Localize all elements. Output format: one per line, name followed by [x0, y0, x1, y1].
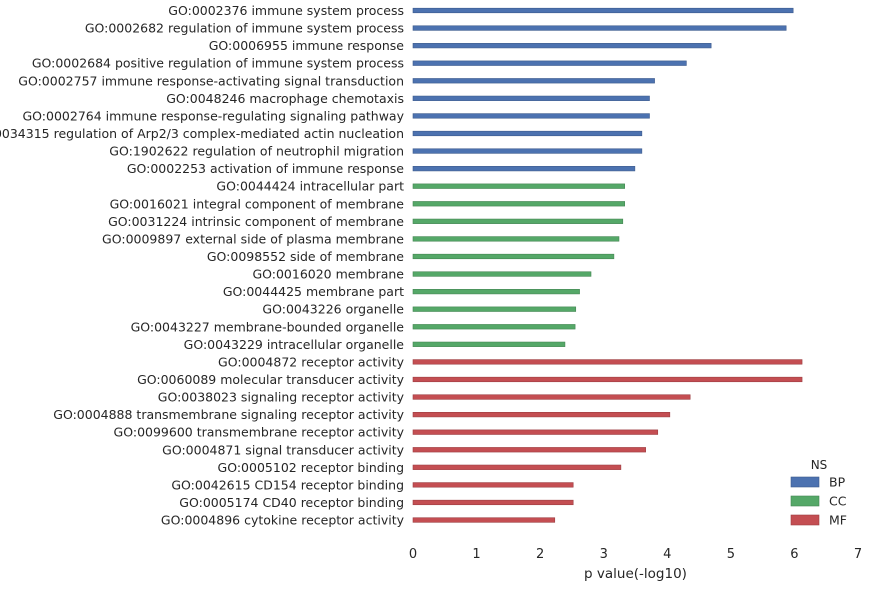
category-label: GO:0002253 activation of immune response [127, 161, 404, 176]
bar-mf [412, 482, 574, 488]
bar-bp [412, 43, 712, 49]
bar-bp [412, 95, 650, 101]
category-label: GO:0060089 molecular transducer activity [137, 372, 405, 387]
bar-mf [412, 499, 574, 506]
x-tick-label: 7 [854, 547, 862, 562]
category-label: GO:0002764 immune response-regulating si… [22, 108, 404, 123]
bar-cc [412, 218, 624, 224]
bar-bp [412, 7, 794, 14]
legend-title: NS [811, 458, 828, 472]
category-label: GO:0043226 organelle [262, 302, 404, 317]
bar-cc [412, 271, 592, 277]
category-label: GO:0042615 CD154 receptor binding [171, 477, 404, 492]
category-label: GO:0004871 signal transducer activity [162, 442, 404, 457]
category-label: GO:0038023 signaling receptor activity [158, 390, 405, 405]
category-label: GO:0048246 macrophage chemotaxis [166, 91, 404, 106]
bar-mf [412, 429, 659, 435]
bars-layer [412, 7, 803, 523]
category-label: GO:0005102 receptor binding [218, 460, 404, 475]
category-label: GO:1902622 regulation of neutrophil migr… [109, 144, 404, 159]
category-label: GO:0044425 membrane part [223, 284, 404, 299]
bar-bp [412, 25, 787, 31]
x-tick-label: 6 [790, 547, 798, 562]
legend-swatch-mf [790, 514, 820, 526]
category-label: GO:0099600 transmembrane receptor activi… [114, 425, 405, 440]
x-axis-ticks: 0 1 2 3 4 5 6 7 [409, 547, 862, 562]
bar-bp [412, 130, 643, 137]
x-axis-title: p value(-log10) [584, 566, 687, 582]
x-tick-label: 4 [663, 547, 671, 562]
category-label: GO:0031224 intrinsic component of membra… [108, 214, 404, 229]
category-label: GO:0004888 transmembrane signaling recep… [53, 407, 404, 422]
bar-bp [412, 78, 655, 84]
category-label: GO:0002684 positive regulation of immune… [32, 56, 404, 71]
legend-swatch-bp [790, 476, 820, 488]
category-label: GO:0043227 membrane-bounded organelle [131, 319, 405, 334]
bar-mf [412, 376, 803, 383]
bar-cc [412, 201, 625, 207]
bar-mf [412, 447, 646, 453]
legend-label-mf: MF [829, 513, 847, 528]
bar-cc [412, 324, 576, 330]
category-label: GO:0016020 membrane [252, 267, 404, 282]
legend-label-cc: CC [829, 494, 847, 509]
category-label: GO:0005174 CD40 receptor binding [179, 495, 404, 510]
legend-entries: BP CC MF [790, 475, 847, 528]
bar-cc [412, 236, 620, 242]
category-label: GO:0002682 regulation of immune system p… [85, 21, 404, 36]
bar-mf [412, 412, 671, 418]
bar-cc [412, 306, 577, 312]
legend-swatch-cc [790, 495, 820, 507]
legend-label-bp: BP [829, 475, 846, 490]
category-label: GO:0044424 intracellular part [216, 179, 404, 194]
x-tick-label: 3 [600, 547, 608, 562]
x-tick-label: 1 [472, 547, 480, 562]
bar-cc [412, 253, 615, 260]
bar-bp [412, 60, 687, 66]
bar-bp [412, 148, 643, 154]
bar-cc [412, 341, 566, 347]
bar-mf [412, 464, 622, 470]
bar-bp [412, 113, 650, 119]
x-tick-label: 5 [727, 547, 735, 562]
category-label: GO:0006955 immune response [209, 38, 405, 53]
category-label: GO:0016021 integral component of membran… [110, 196, 405, 211]
x-tick-label: 0 [409, 547, 417, 562]
bar-mf [412, 394, 691, 400]
bar-cc [412, 289, 580, 295]
category-label: GO:0002757 immune response-activating si… [18, 73, 404, 88]
bar-cc [412, 183, 625, 189]
category-label: GO:0004872 receptor activity [218, 354, 405, 369]
category-label: GO:0004896 cytokine receptor activity [161, 513, 405, 528]
category-label: GO:0043229 intracellular organelle [184, 337, 405, 352]
category-label: GO:0002376 immune system process [168, 3, 404, 18]
bar-mf [412, 517, 556, 523]
category-label: GO:0034315 regulation of Arp2/3 complex-… [0, 126, 404, 141]
bar-mf [412, 359, 803, 365]
category-label: GO:0098552 side of membrane [207, 249, 404, 264]
legend: NS BP CC MF [790, 458, 847, 528]
bar-bp [412, 166, 636, 172]
x-tick-label: 2 [536, 547, 544, 562]
category-labels: GO:0002376 immune system process GO:00026… [0, 3, 405, 528]
category-label: GO:0009897 external side of plasma membr… [102, 231, 404, 246]
